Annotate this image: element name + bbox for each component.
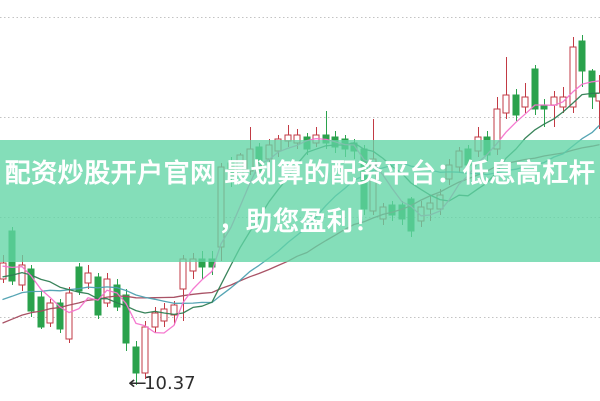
low-price-annotation: ←10.37 xyxy=(128,373,196,394)
promo-text-line1: 配资炒股开户官网 最划算的配资平台：低息高杠杆 xyxy=(4,158,596,188)
promo-text-line2: ，助您盈利！ xyxy=(218,206,381,236)
low-price-value: 10.37 xyxy=(144,373,196,394)
left-arrow-icon: ← xyxy=(128,373,147,394)
promo-banner[interactable]: 配资炒股开户官网 最划算的配资平台：低息高杠杆 ，助您盈利！ xyxy=(0,140,600,262)
